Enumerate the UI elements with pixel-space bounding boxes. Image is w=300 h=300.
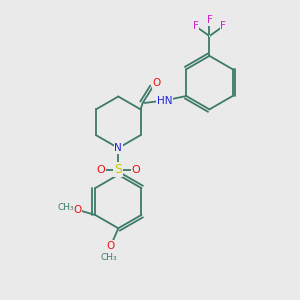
Text: F: F	[193, 21, 199, 31]
Text: CH₃: CH₃	[100, 254, 117, 262]
Text: HN: HN	[157, 96, 172, 106]
Text: C: C	[209, 36, 210, 37]
Text: O: O	[96, 165, 105, 175]
Text: CH₃: CH₃	[57, 203, 74, 212]
Text: O: O	[106, 241, 115, 251]
Text: O: O	[132, 165, 140, 175]
Text: S: S	[114, 163, 122, 176]
Text: F: F	[206, 15, 212, 25]
Text: O: O	[73, 205, 81, 215]
Text: F: F	[220, 21, 226, 31]
Text: O: O	[152, 78, 161, 88]
Text: N: N	[114, 143, 122, 153]
